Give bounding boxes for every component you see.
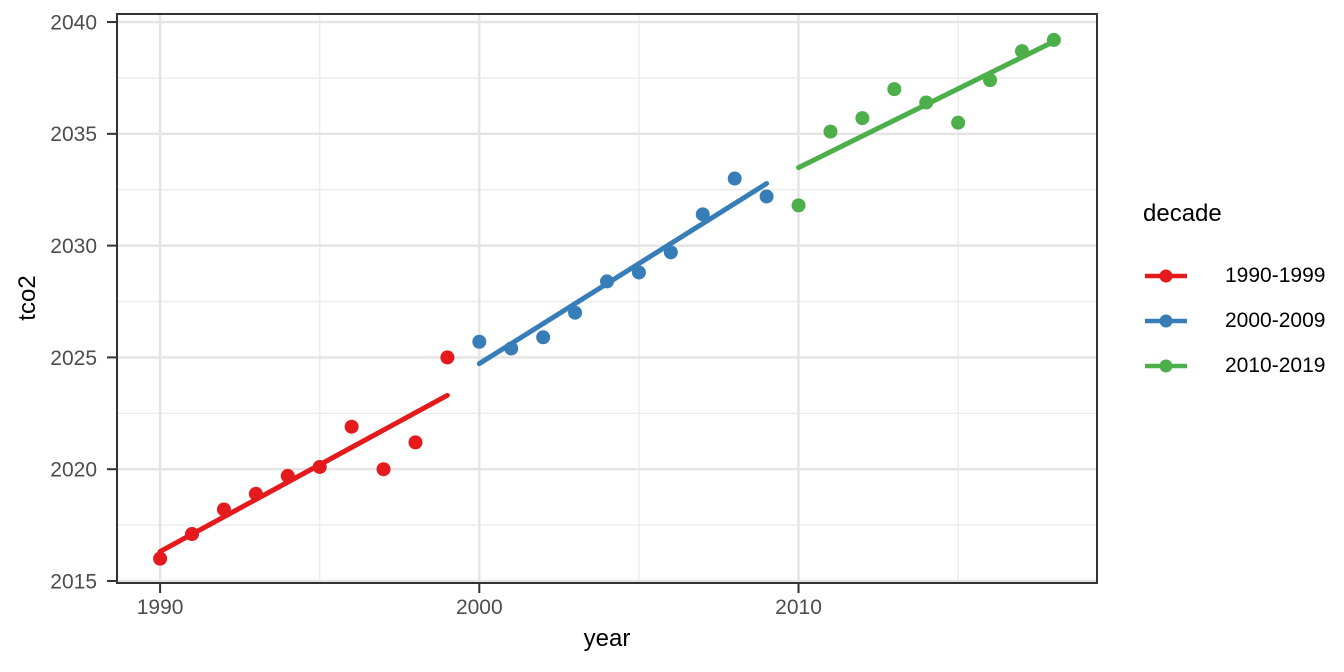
data-point-1990-1999: [185, 527, 200, 542]
data-point-2000-2009: [504, 341, 519, 356]
y-axis-tick-label: 2020: [50, 459, 97, 482]
legend-entry-label: 1990-1999: [1225, 263, 1326, 287]
legend-title: decade: [1143, 200, 1222, 227]
y-axis-tick-label: 2015: [50, 570, 97, 593]
data-point-2010-2019: [983, 73, 998, 88]
legend-entry-label: 2000-2009: [1225, 308, 1326, 332]
data-point-2010-2019: [791, 198, 806, 213]
y-axis-tick-label: 2035: [50, 123, 97, 146]
data-point-2010-2019: [887, 82, 902, 97]
data-point-2000-2009: [472, 334, 487, 349]
panel-border: [116, 13, 1098, 584]
data-point-1990-1999: [408, 435, 423, 450]
data-point-2000-2009: [568, 305, 583, 320]
y-axis-tick-label: 2030: [50, 235, 97, 258]
legend: decade 1990-1999 2000-2009 2010-2019: [1143, 200, 1325, 388]
legend-entry: 2000-2009: [1143, 298, 1325, 343]
x-axis-tick-label: 2010: [775, 596, 822, 619]
data-point-1990-1999: [376, 462, 391, 477]
data-point-2000-2009: [663, 245, 678, 260]
data-point-2010-2019: [1046, 32, 1061, 47]
data-point-2010-2019: [951, 115, 966, 130]
data-point-2000-2009: [727, 171, 742, 186]
y-axis-tick-label: 2040: [50, 11, 97, 34]
legend-entry-label: 2010-2019: [1225, 353, 1326, 377]
y-axis-tick-label: 2025: [50, 347, 97, 370]
data-point-2000-2009: [759, 189, 774, 204]
data-point-1990-1999: [440, 350, 455, 365]
legend-entries: 1990-1999 2000-2009 2010-2019: [1143, 253, 1325, 388]
x-axis-tick-label: 2000: [456, 596, 503, 619]
legend-entry: 2010-2019: [1143, 343, 1325, 388]
data-point-2000-2009: [695, 207, 710, 222]
data-point-2010-2019: [823, 124, 838, 139]
x-axis-tick-label: 1990: [137, 596, 184, 619]
data-point-2010-2019: [919, 95, 934, 110]
trend-line-1990-1999: [157, 392, 450, 555]
y-axis-title: tco2: [13, 275, 41, 321]
legend-entry: 1990-1999: [1143, 253, 1325, 298]
data-point-2010-2019: [1014, 44, 1029, 59]
legend-key-icon: [1145, 359, 1187, 372]
x-axis-title: year: [583, 625, 631, 652]
data-point-2000-2009: [600, 274, 614, 289]
data-point-2000-2009: [631, 265, 646, 280]
trend-line-2000-2009: [476, 181, 770, 367]
data-point-1990-1999: [153, 551, 168, 566]
data-point-2010-2019: [855, 111, 870, 126]
legend-key-icon: [1145, 269, 1187, 282]
data-point-1990-1999: [344, 419, 359, 434]
data-point-1990-1999: [248, 486, 263, 501]
data-point-1990-1999: [280, 468, 295, 483]
data-point-1990-1999: [312, 459, 327, 474]
data-point-1990-1999: [216, 502, 231, 517]
legend-key-icon: [1145, 314, 1187, 327]
data-point-2000-2009: [536, 330, 551, 345]
